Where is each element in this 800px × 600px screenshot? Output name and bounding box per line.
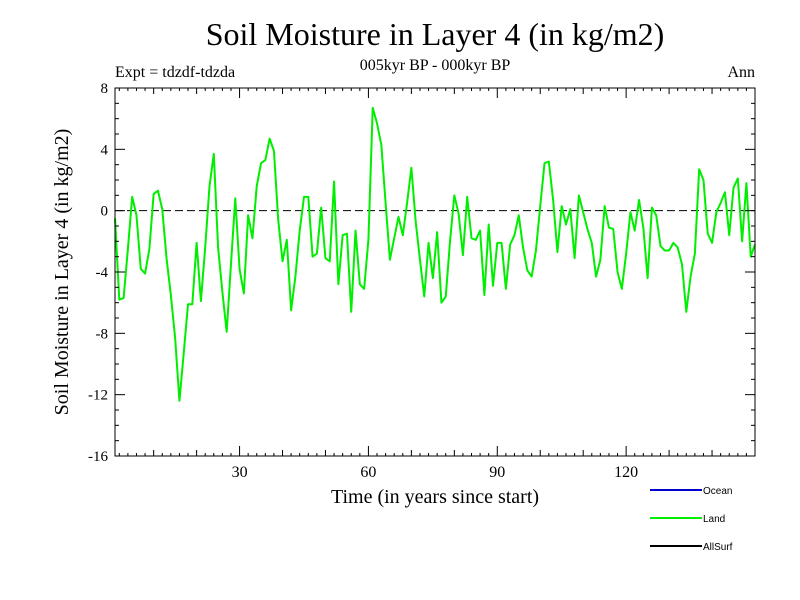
y-tick-label: -16 [88,449,108,465]
legend-allsurf-label: AllSurf [703,542,733,553]
series-line-land [114,106,756,402]
period-label: Ann [727,64,755,81]
legend: Ocean Land AllSurf [650,486,733,553]
x-tick-label: 90 [489,464,505,481]
x-tick-label: 30 [232,464,248,481]
y-tick-label: -12 [88,388,108,404]
x-axis-label: Time (in years since start) [331,486,539,508]
x-tick-label: 60 [360,464,376,481]
legend-ocean-label: Ocean [703,486,732,497]
y-tick-label: -4 [96,265,109,281]
y-tick-label: -8 [96,326,109,342]
chart-subtitle: 005kyr BP - 000kyr BP [360,57,511,74]
x-tick-label: 120 [614,464,638,481]
legend-land-label: Land [703,514,725,525]
y-axis-label: Soil Moisture in Layer 4 (in kg/m2) [51,129,73,416]
chart-title: Soil Moisture in Layer 4 (in kg/m2) [206,16,665,52]
experiment-label: Expt = tdzdf-tdzda [115,64,235,81]
y-tick-label: 4 [101,142,109,158]
y-tick-label: 8 [101,81,109,97]
y-tick-label: 0 [101,204,109,220]
plot-frame [114,87,756,457]
